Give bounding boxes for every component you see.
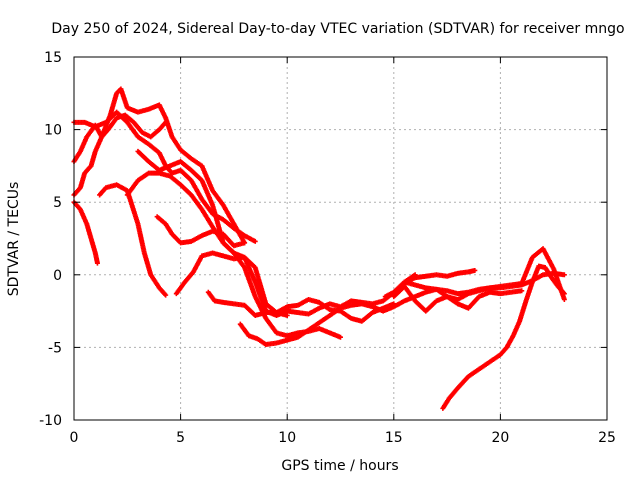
- plot-frame: [73, 56, 608, 421]
- x-tick-label: 10: [278, 430, 296, 446]
- data-point: [242, 240, 248, 246]
- data-point: [561, 296, 567, 302]
- series-track-15: [440, 263, 567, 411]
- data-point: [561, 291, 567, 297]
- x-tick-label: 5: [176, 430, 185, 446]
- data-point: [94, 260, 100, 266]
- y-axis-label: SDTVAR / TECUs: [6, 182, 22, 297]
- data-point: [163, 292, 169, 298]
- y-tick-label: -5: [48, 340, 62, 356]
- y-tick-label: 0: [53, 268, 62, 284]
- grid: [74, 57, 607, 420]
- data-point: [338, 334, 343, 340]
- x-axis-label: GPS time / hours: [281, 458, 398, 474]
- data-point: [252, 238, 258, 244]
- data-point: [163, 119, 169, 125]
- y-tick-label: 15: [44, 50, 62, 66]
- series-track-5: [97, 182, 169, 298]
- series-track-13: [391, 283, 525, 314]
- series-track-8: [154, 214, 248, 249]
- series-track-14: [401, 246, 567, 302]
- tick-layer: 0 5 10 15 20 25 -10 -5 0 5 10 15: [39, 50, 616, 446]
- x-tick-label: 15: [385, 430, 403, 446]
- x-tick-label: 20: [491, 430, 509, 446]
- x-tick-label: 25: [598, 430, 616, 446]
- data-point: [519, 288, 525, 294]
- series-track-1: [71, 199, 100, 266]
- data-point: [561, 272, 567, 278]
- series-layer: [71, 86, 567, 411]
- series-track-4: [71, 112, 169, 198]
- series-track-10: [205, 289, 397, 324]
- data-point: [284, 312, 290, 318]
- chart-title: Day 250 of 2024, Sidereal Day-to-day VTE…: [51, 21, 624, 37]
- x-tick-label: 0: [70, 430, 79, 446]
- data-point: [472, 267, 478, 273]
- y-tick-label: 5: [53, 195, 62, 211]
- series-track-3: [71, 109, 258, 244]
- y-tick-label: 10: [44, 123, 62, 139]
- series-track-2: [71, 86, 248, 246]
- y-tick-label: -10: [39, 413, 62, 429]
